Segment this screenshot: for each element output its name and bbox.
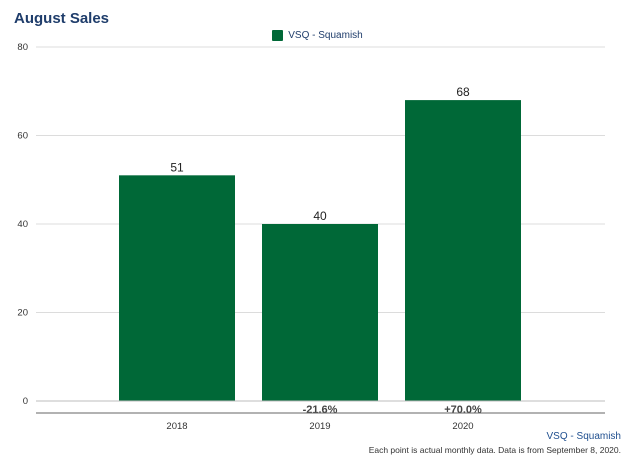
chart-title: August Sales bbox=[14, 10, 110, 27]
y-tick-label-0: 0 bbox=[23, 396, 28, 407]
data-label-2019: 40 bbox=[313, 209, 327, 223]
y-tick-label-1: 20 bbox=[17, 308, 28, 319]
change-label-2019: -21.6% bbox=[303, 404, 338, 416]
y-tick-label-3: 60 bbox=[17, 131, 28, 142]
bar-2018 bbox=[119, 175, 235, 401]
bar-2019 bbox=[262, 224, 378, 401]
bar-2020 bbox=[405, 100, 521, 401]
footer-series-label: VSQ - Squamish bbox=[546, 431, 621, 442]
data-label-2018: 51 bbox=[170, 160, 184, 174]
legend: VSQ - Squamish bbox=[0, 30, 635, 41]
footer-note: Each point is actual monthly data. Data … bbox=[368, 445, 621, 455]
legend-label: VSQ - Squamish bbox=[288, 30, 363, 41]
y-tick-label-2: 40 bbox=[17, 219, 28, 230]
change-label-2020: +70.0% bbox=[444, 404, 482, 416]
y-tick-label-4: 80 bbox=[17, 42, 28, 53]
legend-swatch bbox=[272, 30, 284, 41]
data-label-2020: 68 bbox=[456, 85, 470, 99]
x-tick-label-2018: 2018 bbox=[166, 421, 187, 432]
x-tick-label-2019: 2019 bbox=[309, 421, 330, 432]
x-tick-label-2020: 2020 bbox=[452, 421, 473, 432]
